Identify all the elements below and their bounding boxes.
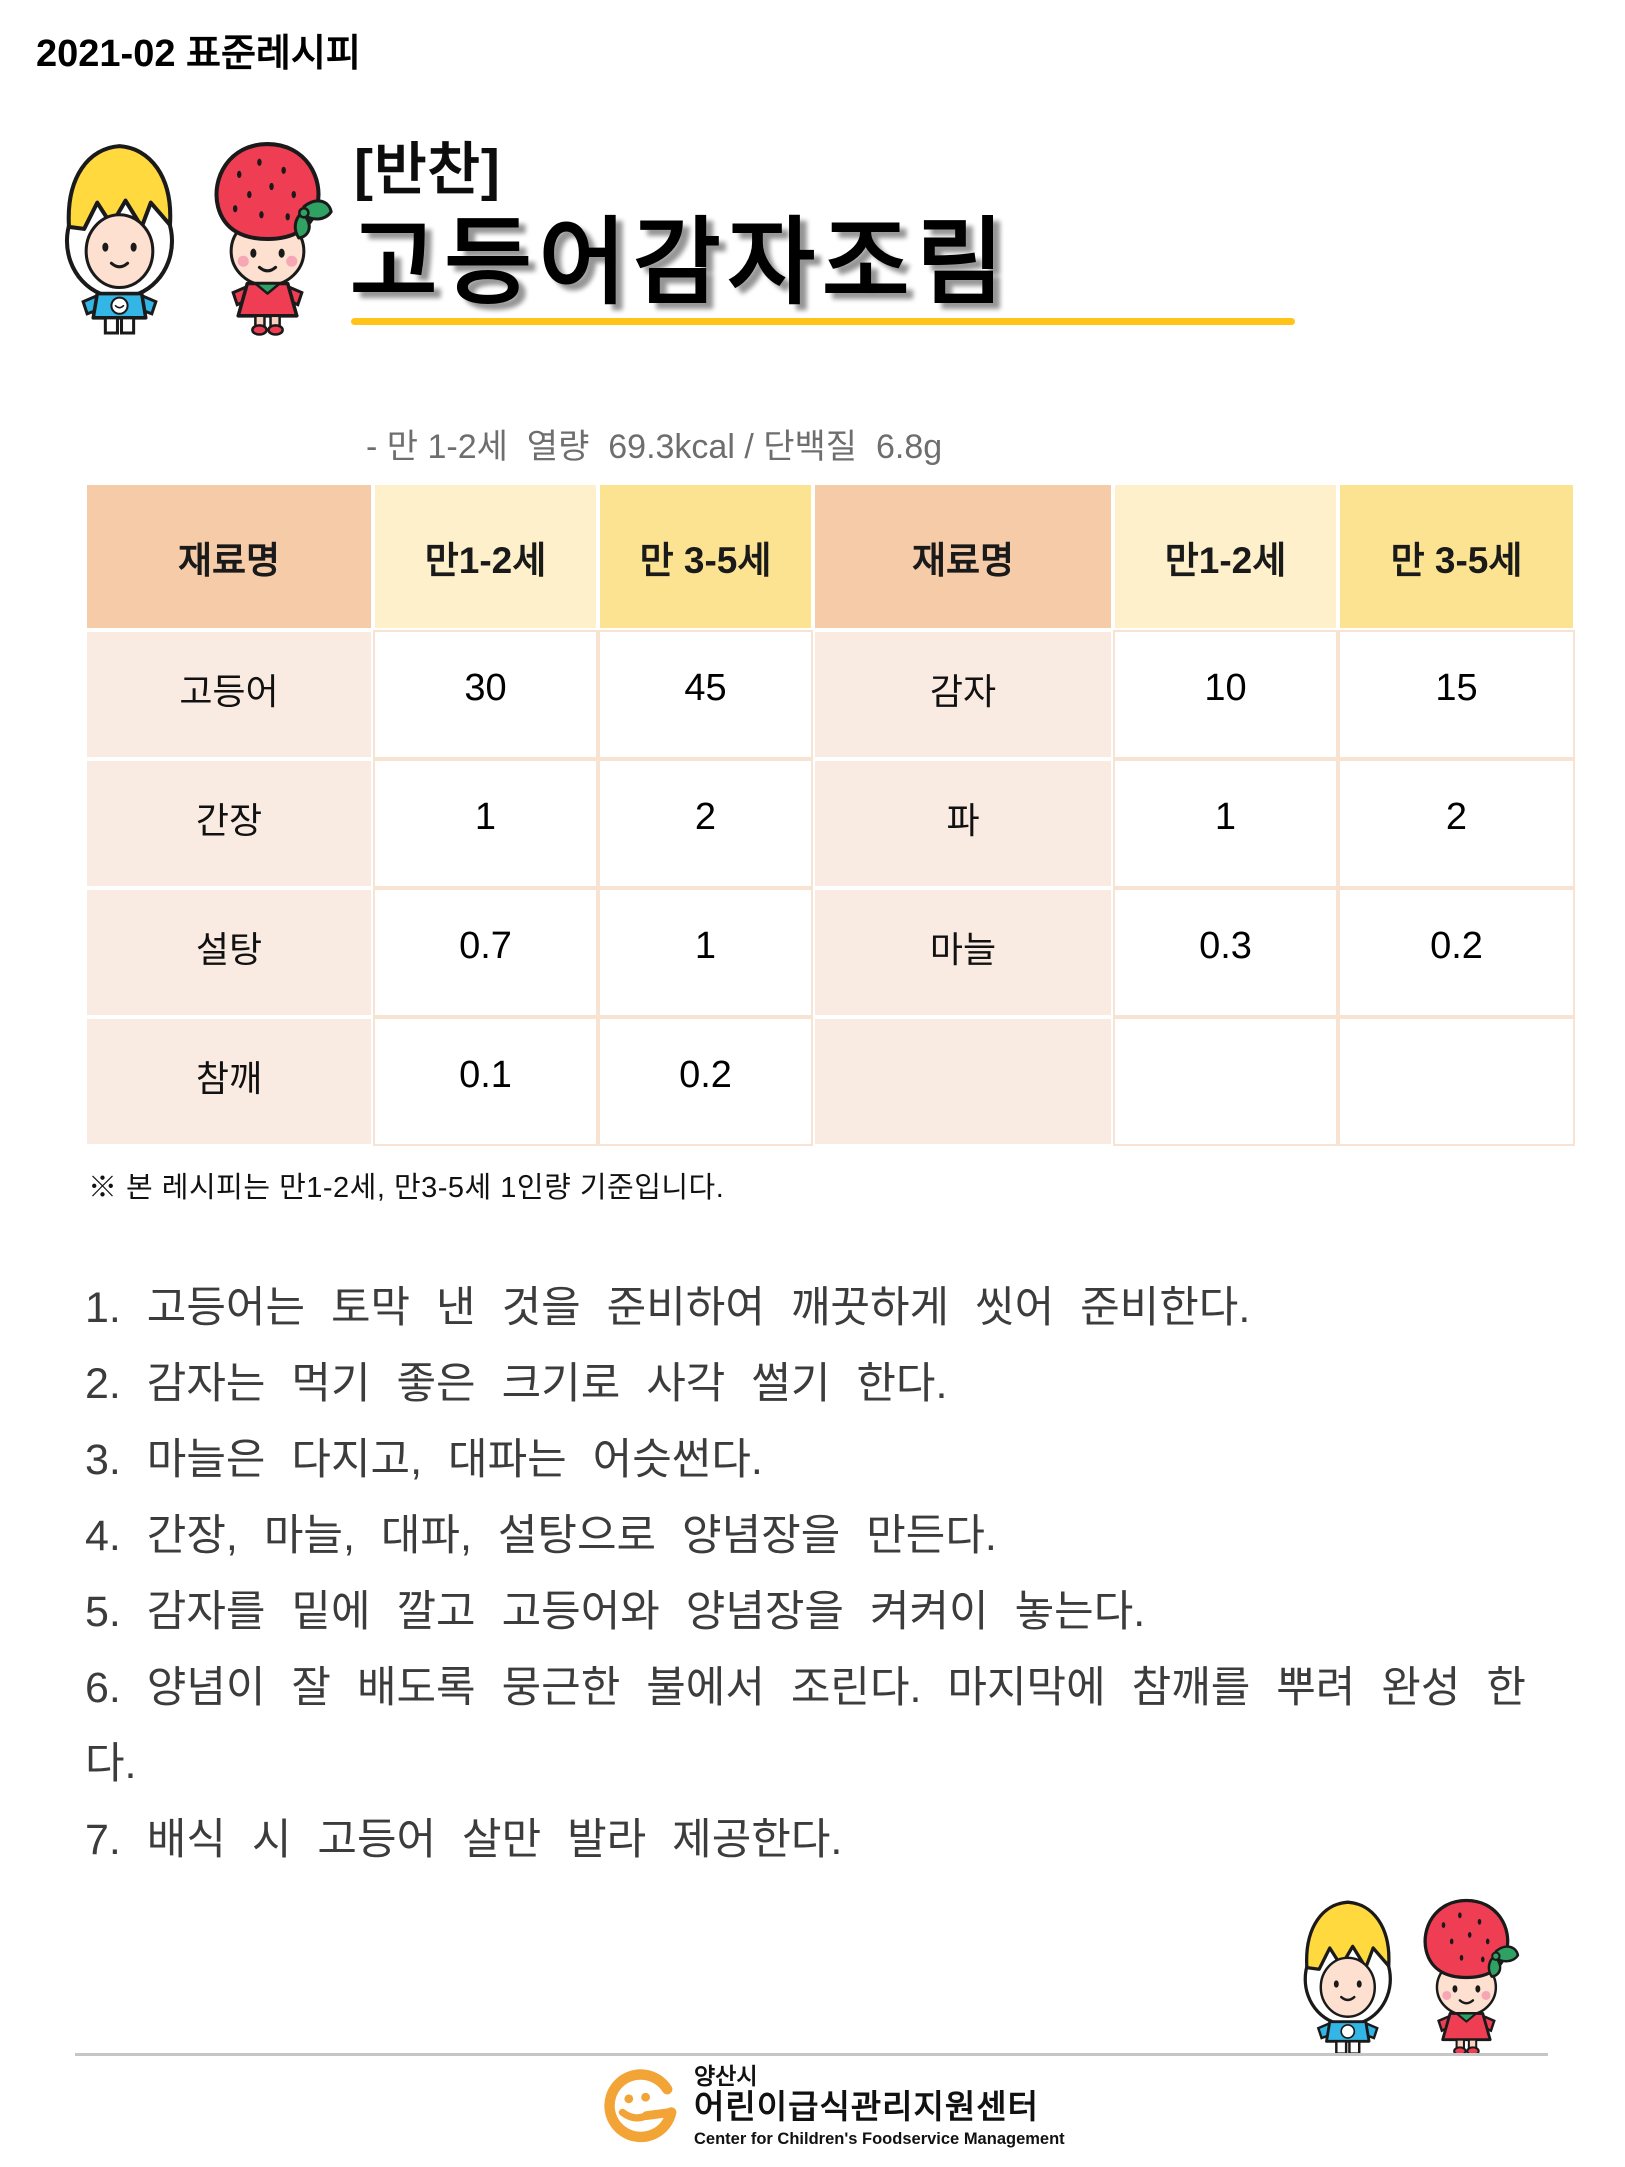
smiley-g-logo-icon [600, 2066, 680, 2146]
mascot-strawberry-icon [1423, 1898, 1520, 2056]
ingredient-amount: 0.1 [373, 1017, 598, 1146]
doc-label: 2021-02 표준레시피 [36, 33, 361, 75]
ingredient-table: 재료명 만1-2세 만 3-5세 재료명 만1-2세 만 3-5세 고등어 30… [85, 483, 1575, 1146]
recipe-category: [반찬] [354, 138, 501, 202]
col-header-age35-right: 만 3-5세 [1338, 483, 1575, 630]
step-1: 1. 고등어는 토막 낸 것을 준비하여 깨끗하게 씻어 준비한다. [85, 1284, 1251, 1332]
ingredient-amount: 30 [373, 630, 598, 759]
serving-note: ※ 본 레시피는 만1-2세, 만3-5세 1인량 기준입니다. [88, 1172, 725, 1204]
ingredient-amount-empty [1338, 1017, 1575, 1146]
ingredient-name: 참깨 [85, 1017, 373, 1146]
ingredient-amount: 0.3 [1113, 888, 1338, 1017]
col-header-ingredient-right: 재료명 [813, 483, 1113, 630]
ingredient-name-empty [813, 1017, 1113, 1146]
col-header-ingredient-left: 재료명 [85, 483, 373, 630]
ingredient-amount: 10 [1113, 630, 1338, 759]
ingredient-amount: 15 [1338, 630, 1575, 759]
footer-org-city: 양산시 [694, 2063, 758, 2089]
ingredient-amount: 2 [598, 759, 813, 888]
ingredient-name: 고등어 [85, 630, 373, 759]
step-2: 2. 감자는 먹기 좋은 크기로 사각 썰기 한다. [85, 1360, 948, 1408]
col-header-age35-left: 만 3-5세 [598, 483, 813, 630]
ingredient-amount-empty [1113, 1017, 1338, 1146]
mascot-egg-icon [64, 144, 175, 335]
mascot-strawberry-icon [214, 142, 333, 336]
recipe-title: 고등어감자조림 [350, 210, 1011, 316]
footer-org-english: Center for Children's Foodservice Manage… [694, 2129, 1065, 2148]
ingredient-amount: 45 [598, 630, 813, 759]
ingredient-amount: 1 [1113, 759, 1338, 888]
step-4: 4. 간장, 마늘, 대파, 설탕으로 양념장을 만든다. [85, 1512, 997, 1560]
mascots-bottom [1293, 1894, 1522, 2056]
step-6: 6. 양념이 잘 배도록 뭉근한 불에서 조린다. 마지막에 참깨를 뿌려 완성… [85, 1664, 1526, 1788]
step-5: 5. 감자를 밑에 깔고 고등어와 양념장을 켜켜이 놓는다. [85, 1588, 1146, 1636]
ingredient-name: 감자 [813, 630, 1113, 759]
ingredient-amount: 0.2 [1338, 888, 1575, 1017]
instruction-steps: 1. 고등어는 토막 낸 것을 준비하여 깨끗하게 씻어 준비한다. 2. 감자… [85, 1270, 1563, 1878]
ingredient-amount: 2 [1338, 759, 1575, 888]
ingredient-amount: 0.7 [373, 888, 598, 1017]
footer-divider [75, 2053, 1548, 2056]
nutrition-line-1-2: - 만 1-2세 열량 69.3kcal / 단백질 6.8g [366, 428, 943, 466]
ingredient-name: 간장 [85, 759, 373, 888]
ingredient-name: 마늘 [813, 888, 1113, 1017]
ingredient-amount: 1 [598, 888, 813, 1017]
col-header-age12-left: 만1-2세 [373, 483, 598, 630]
footer-logo: 양산시 어린이급식관리지원센터 Center for Children's Fo… [600, 2064, 1065, 2149]
ingredient-name: 파 [813, 759, 1113, 888]
mascot-egg-icon [1303, 1900, 1392, 2055]
step-7: 7. 배식 시 고등어 살만 발라 제공한다. [85, 1816, 843, 1864]
mascots-top [52, 136, 336, 336]
footer-org-text: 양산시 어린이급식관리지원센터 Center for Children's Fo… [694, 2064, 1065, 2149]
col-header-age12-right: 만1-2세 [1113, 483, 1338, 630]
step-3: 3. 마늘은 다지고, 대파는 어슷썬다. [85, 1436, 763, 1484]
footer-org-name: 어린이급식관리지원센터 [694, 2087, 1039, 2125]
ingredient-name: 설탕 [85, 888, 373, 1017]
title-underline [351, 318, 1295, 325]
ingredient-amount: 1 [373, 759, 598, 888]
ingredient-amount: 0.2 [598, 1017, 813, 1146]
